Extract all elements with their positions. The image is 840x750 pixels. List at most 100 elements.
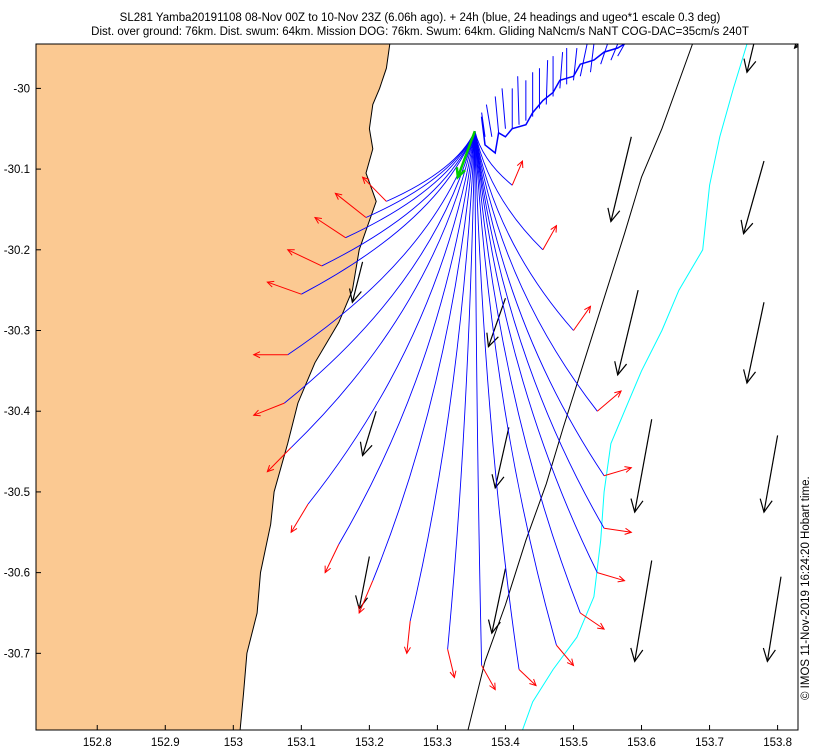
y-tick-label: -30.7 bbox=[4, 648, 30, 660]
heading-arrow-5 bbox=[252, 351, 288, 359]
heading-arrow-0-head bbox=[361, 176, 370, 184]
heading-arrow-20 bbox=[596, 390, 622, 412]
heading-arrow-12-head bbox=[449, 670, 457, 679]
latest-heading-arrow bbox=[455, 130, 477, 180]
heading-arrow-17-shaft bbox=[597, 572, 625, 582]
x-tick-label: 153 bbox=[224, 737, 243, 749]
heading-arrow-18-shaft bbox=[604, 527, 632, 533]
heading-arrow-13-shaft bbox=[481, 665, 496, 690]
heading-arrow-16 bbox=[580, 612, 606, 630]
x-tick-label: 153.7 bbox=[695, 737, 724, 749]
track-heading-14 bbox=[579, 44, 588, 77]
current-arrow-2 bbox=[793, 44, 798, 50]
heading-arrow-19-head bbox=[624, 466, 633, 473]
x-tick-label: 152.8 bbox=[83, 737, 112, 749]
heading-arrow-12-shaft bbox=[447, 649, 455, 678]
current-arrow-11-head bbox=[759, 498, 773, 514]
y-tick-label: -30 bbox=[13, 83, 30, 95]
heading-arrow-16-head bbox=[597, 622, 606, 630]
heading-arrow-7 bbox=[266, 447, 292, 473]
heading-arrow-11-shaft bbox=[406, 620, 411, 654]
prediction-path-18 bbox=[474, 131, 605, 529]
prediction-path-23 bbox=[474, 131, 513, 186]
current-arrow-12 bbox=[355, 556, 370, 611]
x-tick-label: 153.8 bbox=[763, 737, 792, 749]
y-tick-label: -30.5 bbox=[4, 487, 30, 499]
prediction-path-17 bbox=[474, 131, 598, 573]
prediction-path-4 bbox=[301, 130, 476, 295]
heading-arrow-1-shaft bbox=[335, 192, 367, 218]
current-arrow-13-head bbox=[487, 619, 501, 635]
current-arrow-15 bbox=[762, 576, 782, 663]
current-arrow-9 bbox=[491, 427, 510, 490]
prediction-path-9 bbox=[338, 131, 476, 545]
heading-arrow-1-head bbox=[334, 192, 343, 200]
current-arrow-1-head bbox=[740, 219, 754, 235]
current-arrow-6 bbox=[614, 290, 639, 377]
current-arrow-0-head bbox=[607, 207, 621, 223]
current-arrow-7-shaft bbox=[746, 302, 765, 384]
current-arrow-4 bbox=[348, 261, 364, 304]
heading-arrow-11 bbox=[403, 620, 411, 655]
heading-arrow-2-head bbox=[313, 216, 322, 224]
y-tick-label: -30.4 bbox=[4, 406, 31, 418]
heading-arrow-22 bbox=[542, 224, 558, 251]
heading-arrow-6-shaft bbox=[253, 402, 285, 416]
heading-arrow-0-shaft bbox=[362, 176, 387, 202]
current-arrow-15-shaft bbox=[766, 576, 782, 662]
current-arrow-3-shaft bbox=[746, 44, 755, 73]
current-arrow-0 bbox=[607, 136, 632, 223]
heading-arrow-1 bbox=[334, 192, 367, 218]
current-arrow-4-shaft bbox=[351, 261, 364, 303]
heading-arrow-18-head bbox=[624, 527, 633, 535]
heading-arrow-23-head bbox=[516, 159, 524, 169]
heading-arrow-4-head bbox=[266, 280, 275, 288]
current-arrow-8 bbox=[359, 411, 377, 457]
heading-arrow-22-shaft bbox=[542, 225, 557, 251]
prediction-path-3 bbox=[321, 130, 476, 267]
current-arrow-9-shaft bbox=[494, 427, 510, 489]
x-tick-label: 153.5 bbox=[559, 737, 588, 749]
track-heading-3 bbox=[501, 88, 506, 129]
heading-arrow-21-shaft bbox=[573, 306, 591, 331]
current-arrow-8-shaft bbox=[361, 411, 377, 456]
current-arrow-13-shaft bbox=[491, 568, 507, 634]
prediction-path-20 bbox=[474, 131, 598, 412]
track-heading-0 bbox=[481, 112, 486, 137]
current-arrow-10-head bbox=[630, 498, 644, 514]
heading-arrow-4-shaft bbox=[267, 281, 302, 295]
y-axis: -30 -30.1 -30.2 -30.3 -30.4 -30.5 -30.6 -30.7 bbox=[4, 83, 41, 660]
x-tick-label: 153.1 bbox=[287, 737, 316, 749]
heading-arrow-12 bbox=[447, 649, 457, 679]
heading-arrow-5-head bbox=[252, 351, 261, 359]
latest-heading-arrow-shaft bbox=[456, 130, 477, 178]
current-arrow-1 bbox=[740, 160, 765, 235]
heading-arrow-6-head bbox=[252, 409, 261, 417]
heading-arrow-9 bbox=[324, 544, 340, 574]
heading-arrow-17 bbox=[597, 572, 626, 583]
heading-arrow-16-shaft bbox=[580, 612, 605, 630]
x-tick-label: 153.6 bbox=[627, 737, 656, 749]
track-heading-17 bbox=[610, 44, 619, 61]
heading-arrow-20-head bbox=[614, 390, 622, 398]
heading-arrow-13-head bbox=[489, 682, 496, 691]
track-heading-2 bbox=[494, 96, 500, 133]
heading-arrow-19 bbox=[603, 466, 633, 477]
heading-arrow-17-head bbox=[617, 575, 626, 583]
heading-arrow-23-shaft bbox=[511, 160, 523, 186]
x-tick-label: 153.3 bbox=[423, 737, 452, 749]
prediction-path-7 bbox=[290, 131, 476, 448]
track-heading-5 bbox=[517, 76, 520, 125]
x-tick-label: 153.2 bbox=[355, 737, 384, 749]
depth-contour-black bbox=[467, 44, 693, 730]
chart-title-line-1: SL281 Yamba20191108 08-Nov 00Z to 10-Nov… bbox=[119, 12, 721, 24]
heading-arrow-3 bbox=[286, 249, 322, 267]
y-tick-label: -30.2 bbox=[4, 245, 30, 257]
heading-arrow-22-head bbox=[550, 224, 558, 233]
x-tick-label: 153.4 bbox=[491, 737, 520, 749]
current-arrow-3 bbox=[743, 44, 757, 74]
current-arrow-0-shaft bbox=[610, 136, 632, 222]
heading-arrow-10-shaft bbox=[358, 580, 374, 614]
current-arrow-8-head bbox=[359, 441, 373, 457]
